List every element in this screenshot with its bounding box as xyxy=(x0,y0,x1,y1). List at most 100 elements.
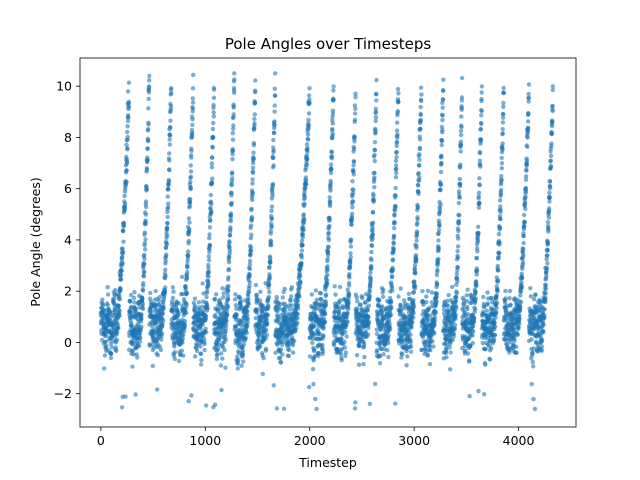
data-point xyxy=(322,319,328,324)
data-point xyxy=(223,326,229,331)
data-point xyxy=(190,130,195,136)
data-point xyxy=(157,344,163,349)
data-point xyxy=(498,187,504,193)
data-point xyxy=(184,276,190,281)
data-point xyxy=(272,93,278,98)
data-point xyxy=(369,266,374,271)
data-point xyxy=(150,324,155,329)
data-point xyxy=(287,307,293,312)
data-point xyxy=(494,309,499,315)
data-point xyxy=(373,109,379,115)
data-point xyxy=(278,347,284,352)
data-point xyxy=(325,248,331,254)
data-point xyxy=(224,322,229,328)
data-point xyxy=(185,259,190,264)
data-point xyxy=(295,316,300,321)
data-point xyxy=(337,298,343,303)
data-point xyxy=(113,287,118,293)
data-point xyxy=(408,332,413,337)
data-point xyxy=(165,214,170,220)
data-point xyxy=(475,239,480,245)
data-point xyxy=(431,344,436,349)
data-point xyxy=(500,141,505,146)
data-point xyxy=(355,306,360,311)
data-point xyxy=(323,292,329,297)
data-point xyxy=(439,138,445,144)
data-point xyxy=(232,90,237,96)
data-point xyxy=(155,387,160,392)
data-point xyxy=(261,356,266,361)
data-point xyxy=(160,311,165,316)
data-point xyxy=(207,232,212,237)
data-point xyxy=(550,123,555,129)
chart-title: Pole Angles over Timesteps xyxy=(225,35,431,53)
data-point xyxy=(412,263,418,268)
data-point xyxy=(210,145,215,150)
data-point xyxy=(432,314,438,320)
data-point xyxy=(498,216,503,222)
data-point xyxy=(498,204,503,209)
data-point xyxy=(371,199,376,204)
data-point xyxy=(410,319,415,325)
data-point xyxy=(206,258,212,263)
data-point xyxy=(394,149,399,155)
data-point xyxy=(209,161,214,166)
data-point xyxy=(471,316,477,321)
data-point xyxy=(331,342,337,348)
data-point xyxy=(439,161,444,166)
data-point xyxy=(479,84,485,89)
data-point xyxy=(146,127,151,132)
data-point xyxy=(167,158,172,163)
data-point xyxy=(252,112,257,117)
data-point xyxy=(245,317,250,322)
data-point xyxy=(274,294,279,300)
data-point xyxy=(473,289,478,294)
data-point xyxy=(125,146,130,151)
data-point xyxy=(504,308,509,313)
data-point xyxy=(189,155,194,160)
data-point xyxy=(307,101,312,106)
data-point xyxy=(146,90,152,95)
data-point xyxy=(498,192,504,197)
data-point xyxy=(448,367,453,372)
data-point xyxy=(305,132,311,137)
data-point xyxy=(404,363,409,368)
data-point xyxy=(187,226,192,232)
data-point xyxy=(115,322,121,327)
data-point xyxy=(186,216,192,221)
data-point xyxy=(171,289,176,294)
data-point xyxy=(207,225,213,230)
data-point xyxy=(354,353,360,358)
data-point xyxy=(220,286,225,291)
data-point xyxy=(414,238,419,243)
data-point xyxy=(228,211,234,216)
data-point xyxy=(289,303,294,308)
data-point xyxy=(231,112,236,117)
data-point xyxy=(325,264,330,269)
data-point xyxy=(141,265,146,271)
data-point xyxy=(349,222,354,227)
data-point xyxy=(167,151,172,156)
data-point xyxy=(296,306,301,311)
data-point xyxy=(142,256,147,261)
data-point xyxy=(343,350,348,355)
x-tick-label: 2000 xyxy=(294,433,326,448)
data-point xyxy=(203,403,209,408)
data-point xyxy=(225,293,230,298)
data-point xyxy=(521,212,527,218)
data-point xyxy=(310,340,315,346)
data-point xyxy=(406,329,411,334)
data-point xyxy=(474,279,479,284)
data-point xyxy=(105,302,111,308)
data-point xyxy=(232,77,237,82)
data-point xyxy=(446,292,451,298)
data-point xyxy=(300,235,305,240)
data-point xyxy=(148,309,154,314)
data-point xyxy=(381,287,386,293)
data-point xyxy=(227,255,232,260)
data-point xyxy=(370,232,375,237)
data-point xyxy=(484,308,489,313)
data-point xyxy=(250,177,255,182)
data-point xyxy=(164,242,169,247)
data-point xyxy=(204,294,209,300)
